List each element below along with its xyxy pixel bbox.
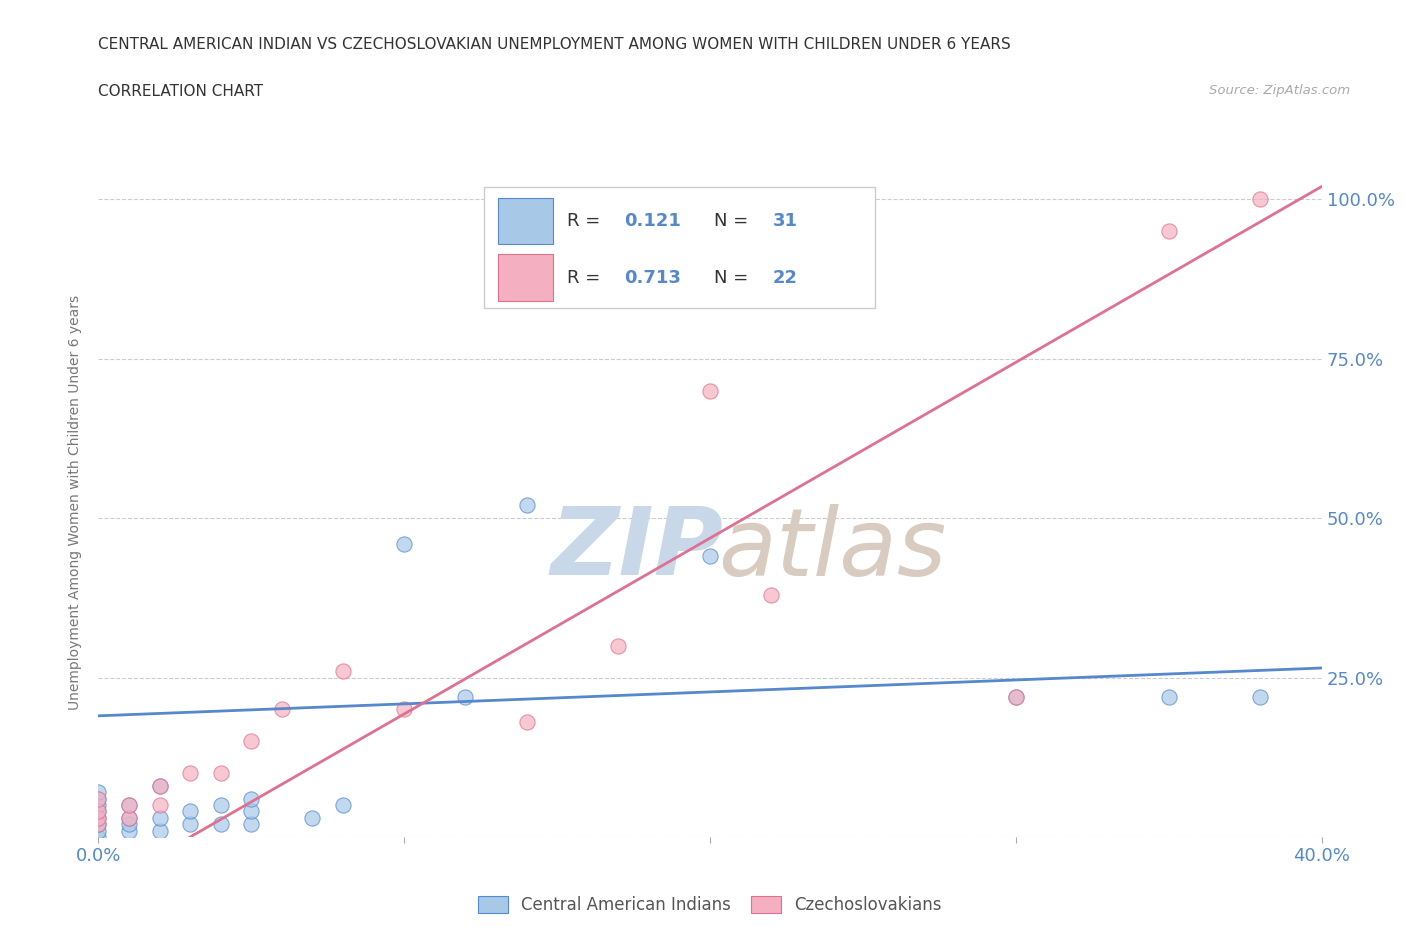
Point [392, 702, 416, 717]
Point [240, 791, 263, 806]
Point [209, 765, 232, 780]
Text: atlas: atlas [718, 503, 946, 594]
Point [87, 817, 110, 831]
Text: R =: R = [567, 212, 606, 230]
Point [699, 383, 721, 398]
Point [179, 804, 201, 819]
Point [179, 817, 201, 831]
Point [546, 224, 568, 239]
Point [87, 785, 110, 800]
Point [118, 817, 141, 831]
Point [301, 810, 323, 825]
Text: N =: N = [714, 212, 754, 230]
Point [1249, 689, 1271, 704]
Point [516, 715, 538, 730]
Point [209, 817, 232, 831]
Point [149, 823, 172, 838]
Point [87, 810, 110, 825]
Point [209, 798, 232, 813]
Point [87, 830, 110, 844]
Text: R =: R = [567, 269, 606, 286]
Point [454, 689, 477, 704]
FancyBboxPatch shape [498, 255, 554, 301]
Point [699, 549, 721, 564]
Text: CENTRAL AMERICAN INDIAN VS CZECHOSLOVAKIAN UNEMPLOYMENT AMONG WOMEN WITH CHILDRE: CENTRAL AMERICAN INDIAN VS CZECHOSLOVAKI… [98, 37, 1011, 52]
Text: 0.121: 0.121 [624, 212, 682, 230]
Point [1249, 192, 1271, 206]
Point [332, 798, 354, 813]
Point [759, 587, 782, 602]
FancyBboxPatch shape [498, 197, 554, 245]
Point [87, 817, 110, 831]
Point [240, 804, 263, 819]
Point [1157, 689, 1180, 704]
Text: 0.713: 0.713 [624, 269, 682, 286]
Point [149, 778, 172, 793]
Text: Source: ZipAtlas.com: Source: ZipAtlas.com [1209, 84, 1350, 97]
Point [118, 810, 141, 825]
Point [392, 537, 416, 551]
Point [118, 823, 141, 838]
Point [1004, 689, 1026, 704]
Text: CORRELATION CHART: CORRELATION CHART [98, 84, 263, 99]
Point [270, 702, 292, 717]
Point [240, 817, 263, 831]
Point [149, 810, 172, 825]
Point [516, 498, 538, 512]
Legend: Central American Indians, Czechoslovakians: Central American Indians, Czechoslovakia… [470, 887, 950, 923]
Point [87, 810, 110, 825]
Point [87, 823, 110, 838]
Point [607, 638, 630, 653]
Point [149, 798, 172, 813]
Point [87, 804, 110, 819]
Text: 22: 22 [772, 269, 797, 286]
Point [118, 810, 141, 825]
Point [332, 664, 354, 679]
Text: ZIP: ZIP [550, 503, 723, 595]
Point [1004, 689, 1026, 704]
Point [240, 734, 263, 749]
Point [118, 798, 141, 813]
Y-axis label: Unemployment Among Women with Children Under 6 years: Unemployment Among Women with Children U… [69, 295, 83, 710]
Point [87, 804, 110, 819]
Text: 31: 31 [772, 212, 797, 230]
Point [149, 778, 172, 793]
FancyBboxPatch shape [484, 188, 875, 308]
Point [118, 798, 141, 813]
Point [87, 791, 110, 806]
Text: N =: N = [714, 269, 754, 286]
Point [87, 798, 110, 813]
Point [87, 791, 110, 806]
Point [179, 765, 201, 780]
Point [1157, 224, 1180, 239]
